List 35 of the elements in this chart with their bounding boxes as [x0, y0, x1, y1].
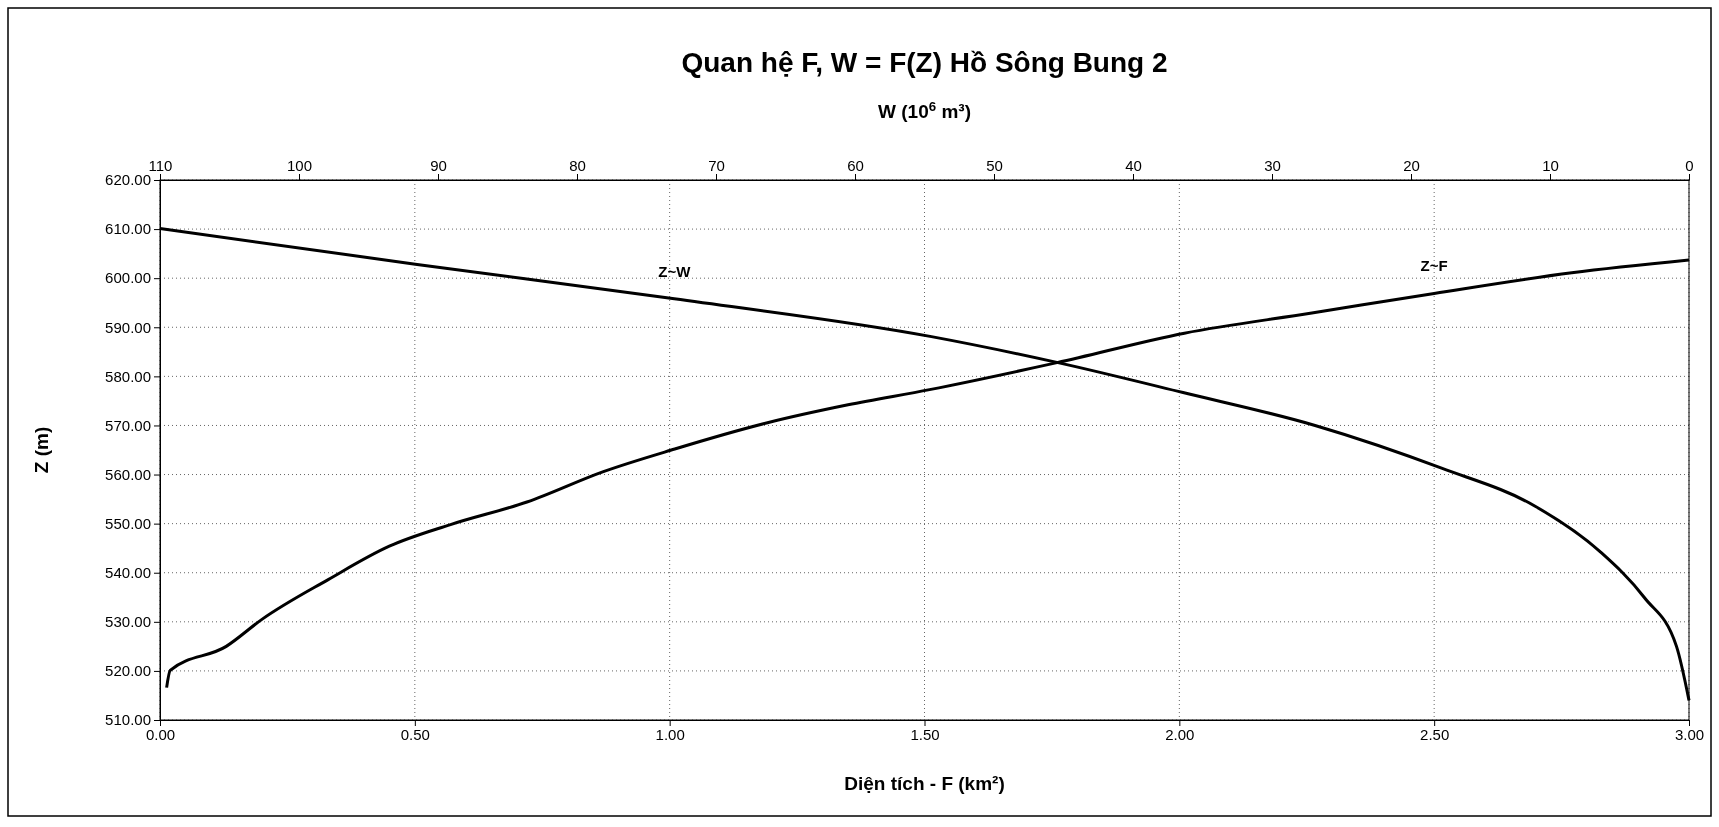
y-tick-label: 540.00 — [105, 564, 151, 582]
x2-tick-label: 20 — [1403, 157, 1420, 174]
chart-title: Quan hệ F, W = F(Z) Hồ Sông Bung 2 — [681, 47, 1168, 78]
x2-tick-label: 40 — [1125, 157, 1142, 174]
x2-tick-label: 0 — [1685, 157, 1694, 174]
y-tick-label: 600.00 — [105, 269, 151, 287]
y-tick-label: 580.00 — [105, 367, 151, 385]
x-tick-label: 0.50 — [400, 725, 430, 743]
y-tick-label: 570.00 — [105, 416, 151, 434]
y-tick-label: 590.00 — [105, 318, 151, 336]
x-axis-title: Diện tích - F (km²) — [844, 773, 1005, 794]
y-tick-label: 560.00 — [105, 465, 151, 483]
x-tick-label: 2.50 — [1420, 725, 1450, 743]
y-tick-label: 520.00 — [105, 662, 151, 680]
x2-tick-label: 30 — [1264, 157, 1281, 174]
x-tick-label: 1.50 — [910, 725, 940, 743]
y-tick-label: 530.00 — [105, 613, 151, 631]
y-tick-label: 610.00 — [105, 220, 151, 238]
x2-axis-title: W (10$^{6}$ m³) — [878, 98, 971, 122]
y-tick-label: 550.00 — [105, 514, 151, 532]
x2-tick-label: 60 — [847, 157, 864, 174]
x2-tick-label: 70 — [708, 157, 725, 174]
y-tick-label: 620.00 — [105, 171, 151, 189]
x-tick-label: 2.00 — [1165, 725, 1195, 743]
x2-tick-label: 80 — [569, 157, 586, 174]
x2-tick-label: 110 — [148, 157, 173, 174]
x-tick-label: 1.00 — [655, 725, 685, 743]
series-label: Z~F — [1420, 257, 1448, 275]
series-label: Z~W — [658, 262, 692, 280]
x-tick-label: 3.00 — [1674, 725, 1705, 743]
x2-tick-label: 10 — [1542, 157, 1559, 174]
x2-tick-label: 100 — [286, 157, 313, 174]
x2-tick-label: 50 — [986, 157, 1003, 174]
y-axis-title: Z (m) — [31, 426, 52, 474]
x2-tick-label: 90 — [430, 157, 447, 174]
